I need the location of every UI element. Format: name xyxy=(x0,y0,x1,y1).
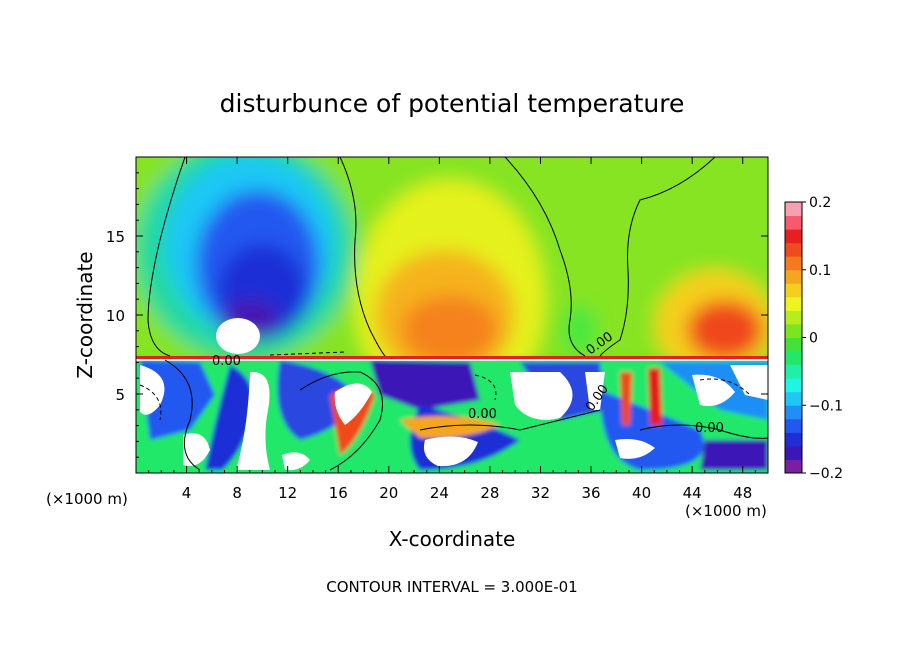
y-axis-ticks: 5 10 15 xyxy=(106,172,768,458)
colorbar-segment xyxy=(785,351,802,366)
contour-interval-note: CONTOUR INTERVAL = 3.000E-01 xyxy=(326,578,577,596)
colorbar-segment xyxy=(785,459,802,474)
colorbar-segment xyxy=(785,256,802,271)
colorbar-tick-label: 0 xyxy=(809,331,818,347)
x-unit-right: (×1000 m) xyxy=(685,502,767,520)
colorbar-segment xyxy=(785,269,802,284)
colorbar-tick-label: −0.1 xyxy=(809,398,843,414)
colorbar-segment xyxy=(785,378,802,393)
x-tick-label: 48 xyxy=(733,484,752,502)
colorbar-segment xyxy=(785,405,802,420)
x-tick-label: 44 xyxy=(683,484,702,502)
colorbar-segment xyxy=(785,229,802,244)
x-tick-label: 24 xyxy=(430,484,449,502)
y-tick-label: 10 xyxy=(106,307,125,325)
colorbar: 0.2 0.1 0 −0.1 −0.2 xyxy=(784,195,843,482)
colorbar-segment xyxy=(785,242,802,257)
interface-band xyxy=(136,356,768,360)
contour-lines-dashed xyxy=(139,351,751,421)
x-unit-left: (×1000 m) xyxy=(46,490,128,508)
colorbar-segment xyxy=(785,445,802,460)
upper-white-patch xyxy=(216,318,260,354)
colorbar-segment xyxy=(785,310,802,325)
contour-label: 0.00 xyxy=(212,354,241,369)
plot-area: 0.00 0.00 0.00 0.00 0.00 xyxy=(136,157,768,473)
y-axis-label: Z-coordinate xyxy=(73,251,97,378)
x-tick-label: 4 xyxy=(182,484,192,502)
x-tick-label: 16 xyxy=(329,484,348,502)
contour-label: 0.00 xyxy=(695,421,724,436)
upper-field xyxy=(136,157,768,420)
colorbar-segment xyxy=(785,364,802,379)
colorbar-segment xyxy=(785,296,802,311)
y-tick-label: 5 xyxy=(115,386,125,404)
x-tick-label: 20 xyxy=(379,484,398,502)
x-axis-label: X-coordinate xyxy=(389,527,516,551)
colorbar-segment xyxy=(785,283,802,298)
lower-white-regions xyxy=(140,365,768,471)
colorbar-segment xyxy=(785,391,802,406)
x-axis-ticks: 4 8 12 16 20 24 28 32 36 40 44 48 xyxy=(148,157,756,502)
colorbar-tick-label: −0.2 xyxy=(809,466,843,482)
y-tick-label: 15 xyxy=(106,228,125,246)
contour-label: 0.00 xyxy=(468,407,497,422)
x-tick-label: 36 xyxy=(581,484,600,502)
colorbar-segment xyxy=(785,432,802,447)
x-tick-label: 8 xyxy=(232,484,242,502)
colorbar-segment xyxy=(785,323,802,338)
x-tick-label: 32 xyxy=(531,484,550,502)
colorbar-tick-label: 0.2 xyxy=(809,195,831,211)
x-tick-label: 28 xyxy=(480,484,499,502)
x-tick-label: 40 xyxy=(632,484,651,502)
colorbar-segment xyxy=(785,418,802,433)
chart-title: disturbunce of potential temperature xyxy=(220,89,685,118)
x-tick-label: 12 xyxy=(278,484,297,502)
colorbar-segment xyxy=(785,202,802,217)
colorbar-segment xyxy=(785,215,802,230)
colorbar-tick-label: 0.1 xyxy=(809,263,831,279)
colorbar-segment xyxy=(785,337,802,352)
contour-lines xyxy=(147,157,768,471)
